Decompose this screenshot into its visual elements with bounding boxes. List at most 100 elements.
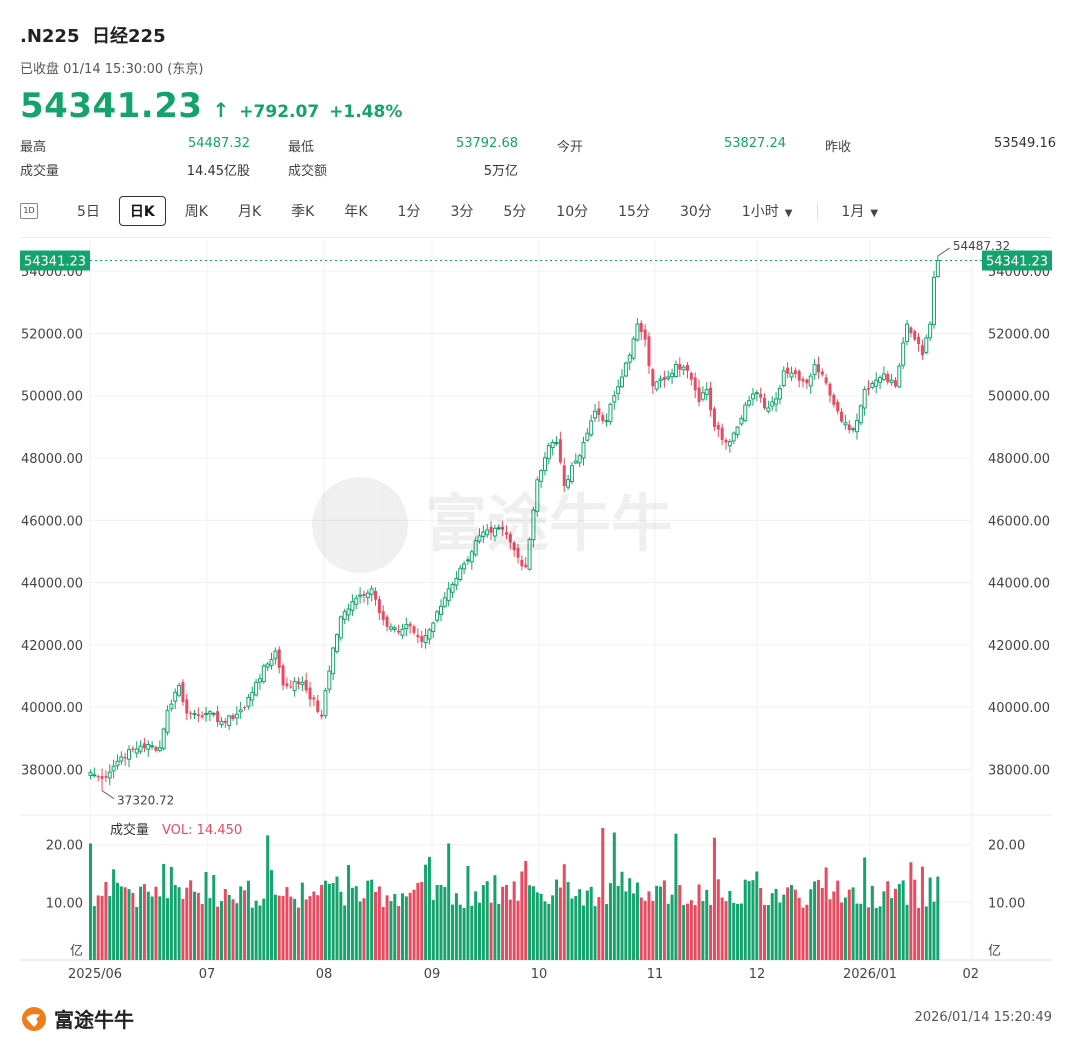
volume-bar — [870, 885, 874, 960]
header-divider — [20, 237, 1052, 238]
candle — [285, 677, 289, 689]
candlestick-chart[interactable]: 38000.00 38000.00 40000.00 40000.00 42000.00… — [0, 240, 1072, 990]
candle-body — [458, 567, 463, 581]
candle-body — [485, 529, 490, 536]
candle — [550, 439, 555, 456]
candle — [935, 255, 940, 278]
candle — [604, 413, 609, 427]
candle — [350, 594, 355, 617]
tab-yearly-k[interactable]: 年K — [344, 204, 368, 220]
candle — [763, 393, 767, 410]
volume-bar — [104, 881, 108, 960]
candle — [589, 415, 594, 437]
candle — [759, 387, 763, 403]
candle-body — [550, 442, 555, 449]
candle-body — [265, 663, 270, 668]
tab-daily-k[interactable]: 日K — [118, 196, 166, 226]
volume-bar — [339, 891, 343, 960]
candle-body — [531, 509, 536, 541]
y-tick-label-right: 52000.00 — [988, 327, 1050, 342]
candle-body — [289, 686, 293, 688]
tab-30min[interactable]: 30分 — [679, 204, 712, 220]
candle-body — [836, 401, 840, 412]
candle — [654, 380, 659, 392]
candle-body — [643, 329, 647, 340]
volume-bar — [374, 891, 378, 960]
candle-body — [243, 707, 247, 709]
candle — [639, 320, 643, 341]
candle-body — [777, 387, 782, 400]
volume-bar — [770, 893, 774, 960]
tab-monthly-k[interactable]: 月K — [237, 204, 262, 220]
prev-close-value: 53549.16 — [993, 136, 1056, 151]
candle — [750, 388, 755, 406]
volume-bar — [216, 906, 220, 960]
y-tick-label-left: 52000.00 — [21, 327, 83, 342]
volume-bar — [497, 904, 501, 960]
candle-body — [492, 527, 497, 537]
range-dropdown[interactable]: 1月 ▼ — [830, 196, 889, 226]
candle — [173, 688, 178, 709]
volume-bar — [820, 887, 824, 960]
volume-bar — [150, 896, 154, 960]
volume-bar — [408, 892, 412, 960]
volume-bar — [874, 908, 878, 960]
candle-body — [338, 616, 343, 639]
candle — [689, 371, 693, 386]
candle — [520, 555, 524, 571]
volume-bar — [581, 905, 585, 960]
tab-5day[interactable]: 5日 — [77, 204, 100, 220]
tab-quarterly-k[interactable]: 季K — [291, 204, 315, 220]
volume-bar — [890, 898, 894, 960]
candle — [789, 366, 794, 382]
candle-body — [207, 711, 212, 715]
volume-bar — [620, 871, 624, 960]
volume-bar — [924, 906, 928, 960]
volume-bar — [192, 891, 196, 960]
tab-weekly-k[interactable]: 周K — [184, 204, 208, 220]
interval-dropdown[interactable]: 1小时 ▼ — [731, 196, 804, 226]
candle-body — [473, 540, 478, 556]
candle — [805, 378, 809, 389]
candle — [385, 614, 389, 632]
volume-bar — [840, 902, 844, 960]
candle — [346, 603, 351, 621]
candle — [227, 714, 232, 731]
tab-15min[interactable]: 15分 — [618, 204, 650, 220]
candle — [685, 361, 689, 379]
candle — [577, 453, 582, 468]
tab-1min[interactable]: 1分 — [397, 204, 421, 220]
candle — [362, 590, 366, 603]
volume-bar — [96, 895, 100, 960]
candle — [269, 652, 274, 670]
tab-3min[interactable]: 3分 — [450, 204, 474, 220]
volume-bar — [539, 893, 543, 960]
candle — [146, 740, 151, 757]
interval-dropdown-label: 1小时 — [741, 204, 779, 220]
candle-body — [512, 542, 516, 551]
volume-bar — [651, 900, 655, 960]
candle-body — [246, 697, 251, 707]
candle-body — [465, 559, 470, 562]
volume-readout: VOL: 14.450 — [162, 823, 242, 838]
volume-bar — [169, 866, 173, 960]
candle — [508, 531, 512, 550]
day-view-icon[interactable]: 1D — [20, 203, 38, 219]
volume-bar — [859, 903, 863, 960]
y-tick-label-right: 48000.00 — [988, 452, 1050, 467]
y-tick-label-left: 42000.00 — [21, 639, 83, 654]
candle-body — [662, 376, 666, 381]
candle-body — [123, 757, 127, 759]
volume-bar — [555, 879, 559, 960]
candle-body — [542, 457, 547, 471]
candle — [397, 624, 401, 635]
open-value: 53827.24 — [723, 136, 786, 151]
tab-5min[interactable]: 5分 — [503, 204, 527, 220]
candle-body — [227, 715, 232, 727]
volume-bar — [816, 879, 820, 960]
tab-10min[interactable]: 10分 — [556, 204, 589, 220]
volume-bar — [435, 885, 439, 960]
candle — [909, 325, 913, 338]
volume-bar — [662, 880, 666, 960]
candle — [211, 711, 216, 718]
